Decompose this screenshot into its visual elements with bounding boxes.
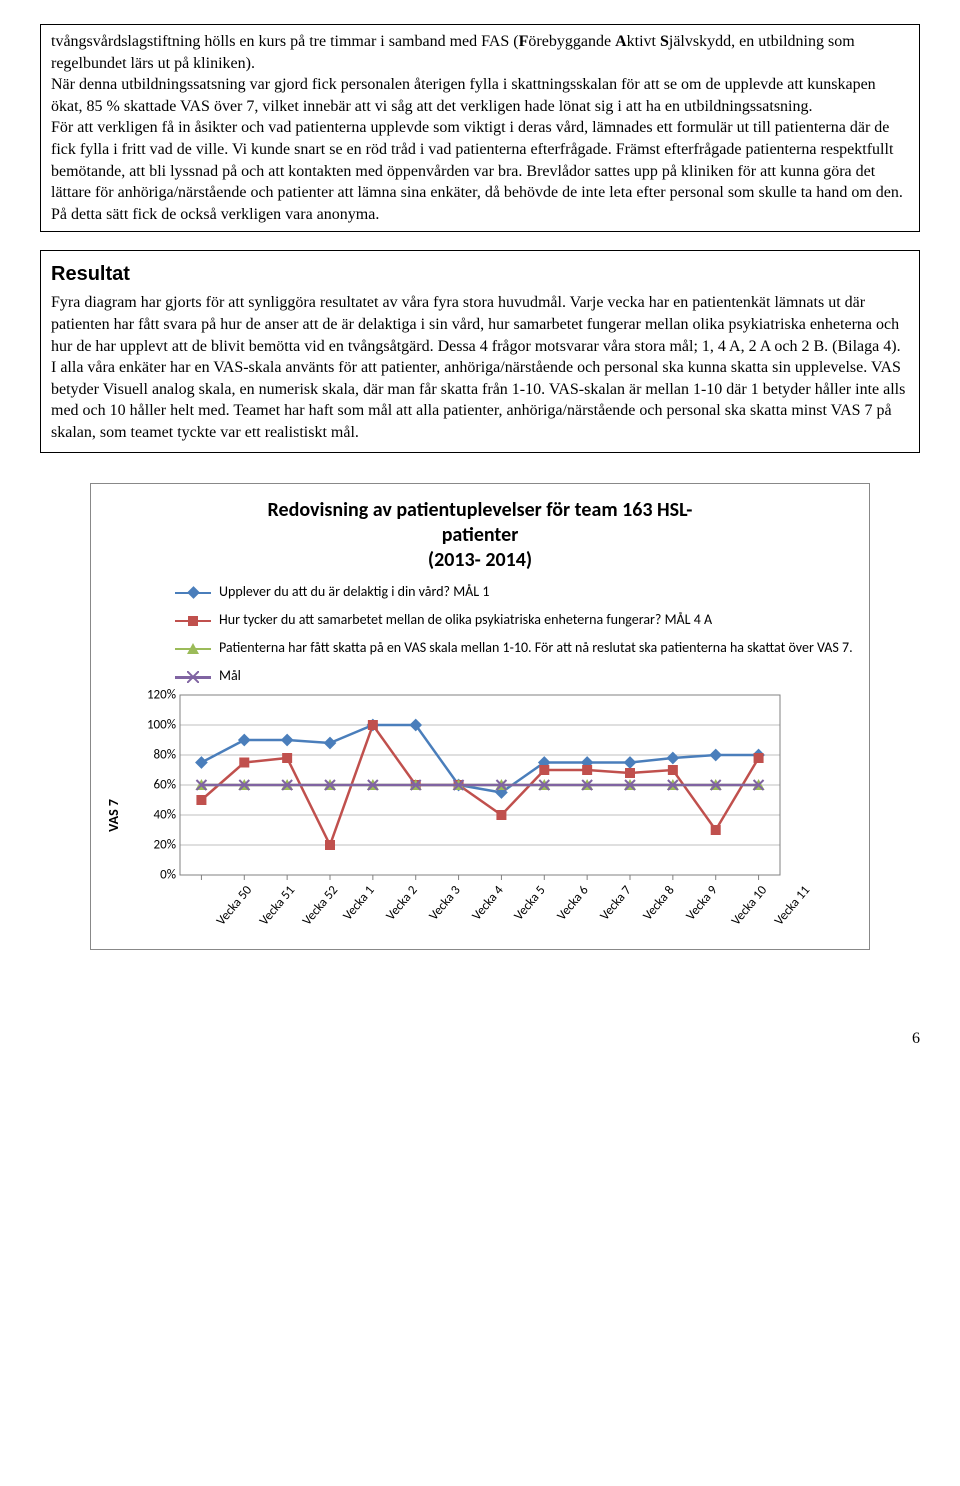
x-tick-label: Vecka 9 xyxy=(683,883,720,923)
y-tick-label: 120% xyxy=(147,688,176,703)
paragraph-2: När denna utbildningssatsning var gjord … xyxy=(51,74,909,117)
p1-text-a: tvångsvårdslagstiftning hölls en kurs på… xyxy=(51,33,519,50)
resultat-body: Fyra diagram har gjorts för att synliggö… xyxy=(51,292,909,443)
legend-swatch xyxy=(175,642,211,656)
p1-bold-f: F xyxy=(519,33,529,50)
y-tick-label: 20% xyxy=(154,838,176,853)
chart-title-line1: Redovisning av patientuplevelser för tea… xyxy=(268,498,693,522)
intro-text-box: tvångsvårdslagstiftning hölls en kurs på… xyxy=(40,24,920,232)
x-tick-label: Vecka 6 xyxy=(555,883,592,923)
x-tick-label: Vecka 52 xyxy=(300,883,342,928)
p1-bold-a: A xyxy=(615,33,627,50)
legend-item: Upplever du att du är delaktig i din vår… xyxy=(175,583,855,601)
legend-item: Hur tycker du att samarbetet mellan de o… xyxy=(175,611,855,629)
x-tick-label: Vecka 7 xyxy=(597,883,634,923)
legend-swatch xyxy=(175,614,211,628)
chart-title: Redovisning av patientuplevelser för tea… xyxy=(105,498,855,573)
p1-text-e: ktivt xyxy=(627,33,660,50)
y-tick-label: 60% xyxy=(154,778,176,793)
legend-text: Mål xyxy=(219,667,241,685)
resultat-box: Resultat Fyra diagram har gjorts för att… xyxy=(40,250,920,452)
legend-text: Upplever du att du är delaktig i din vår… xyxy=(219,583,489,601)
x-tick-label: Vecka 8 xyxy=(640,883,677,923)
y-labels: 0%20%40%60%80%100%120% xyxy=(132,695,176,875)
plot-area: 0%20%40%60%80%100%120%Vecka 50Vecka 51Ve… xyxy=(180,695,780,935)
legend-text: Hur tycker du att samarbetet mellan de o… xyxy=(219,611,712,629)
legend-swatch xyxy=(175,670,211,684)
legend-text: Patienterna har fått skatta på en VAS sk… xyxy=(219,639,853,657)
y-tick-label: 40% xyxy=(154,808,176,823)
yaxis-title: VAS 7 xyxy=(105,799,122,832)
legend-item: Patienterna har fått skatta på en VAS sk… xyxy=(175,639,855,657)
y-tick-label: 0% xyxy=(160,868,176,883)
y-tick-label: 80% xyxy=(154,748,176,763)
x-tick-label: Vecka 2 xyxy=(383,883,420,923)
paragraph-3: För att verkligen få in åsikter och vad … xyxy=(51,117,909,225)
x-tick-label: Vecka 11 xyxy=(771,883,813,928)
legend-swatch xyxy=(175,586,211,600)
chart-container: Redovisning av patientuplevelser för tea… xyxy=(90,483,870,951)
resultat-heading: Resultat xyxy=(51,261,909,288)
p1-bold-s: S xyxy=(660,33,669,50)
page-number: 6 xyxy=(40,1030,920,1048)
chart-title-line3: (2013- 2014) xyxy=(428,548,532,572)
paragraph-1: tvångsvårdslagstiftning hölls en kurs på… xyxy=(51,31,909,74)
x-tick-label: Vecka 4 xyxy=(469,883,506,923)
plot-wrap: VAS 7 0%20%40%60%80%100%120%Vecka 50Veck… xyxy=(105,695,855,935)
x-tick-label: Vecka 3 xyxy=(426,883,463,923)
x-tick-label: Vecka 5 xyxy=(512,883,549,923)
x-tick-label: Vecka 10 xyxy=(728,883,770,928)
x-tick-label: Vecka 1 xyxy=(340,883,377,923)
y-tick-label: 100% xyxy=(147,718,176,733)
legend-item: Mål xyxy=(175,667,855,685)
p1-text-c: örebyggande xyxy=(528,33,615,50)
chart-legend: Upplever du att du är delaktig i din vår… xyxy=(175,583,855,686)
x-tick-label: Vecka 51 xyxy=(257,883,299,928)
x-tick-label: Vecka 50 xyxy=(214,883,256,928)
chart-title-line2: patienter xyxy=(442,523,519,547)
